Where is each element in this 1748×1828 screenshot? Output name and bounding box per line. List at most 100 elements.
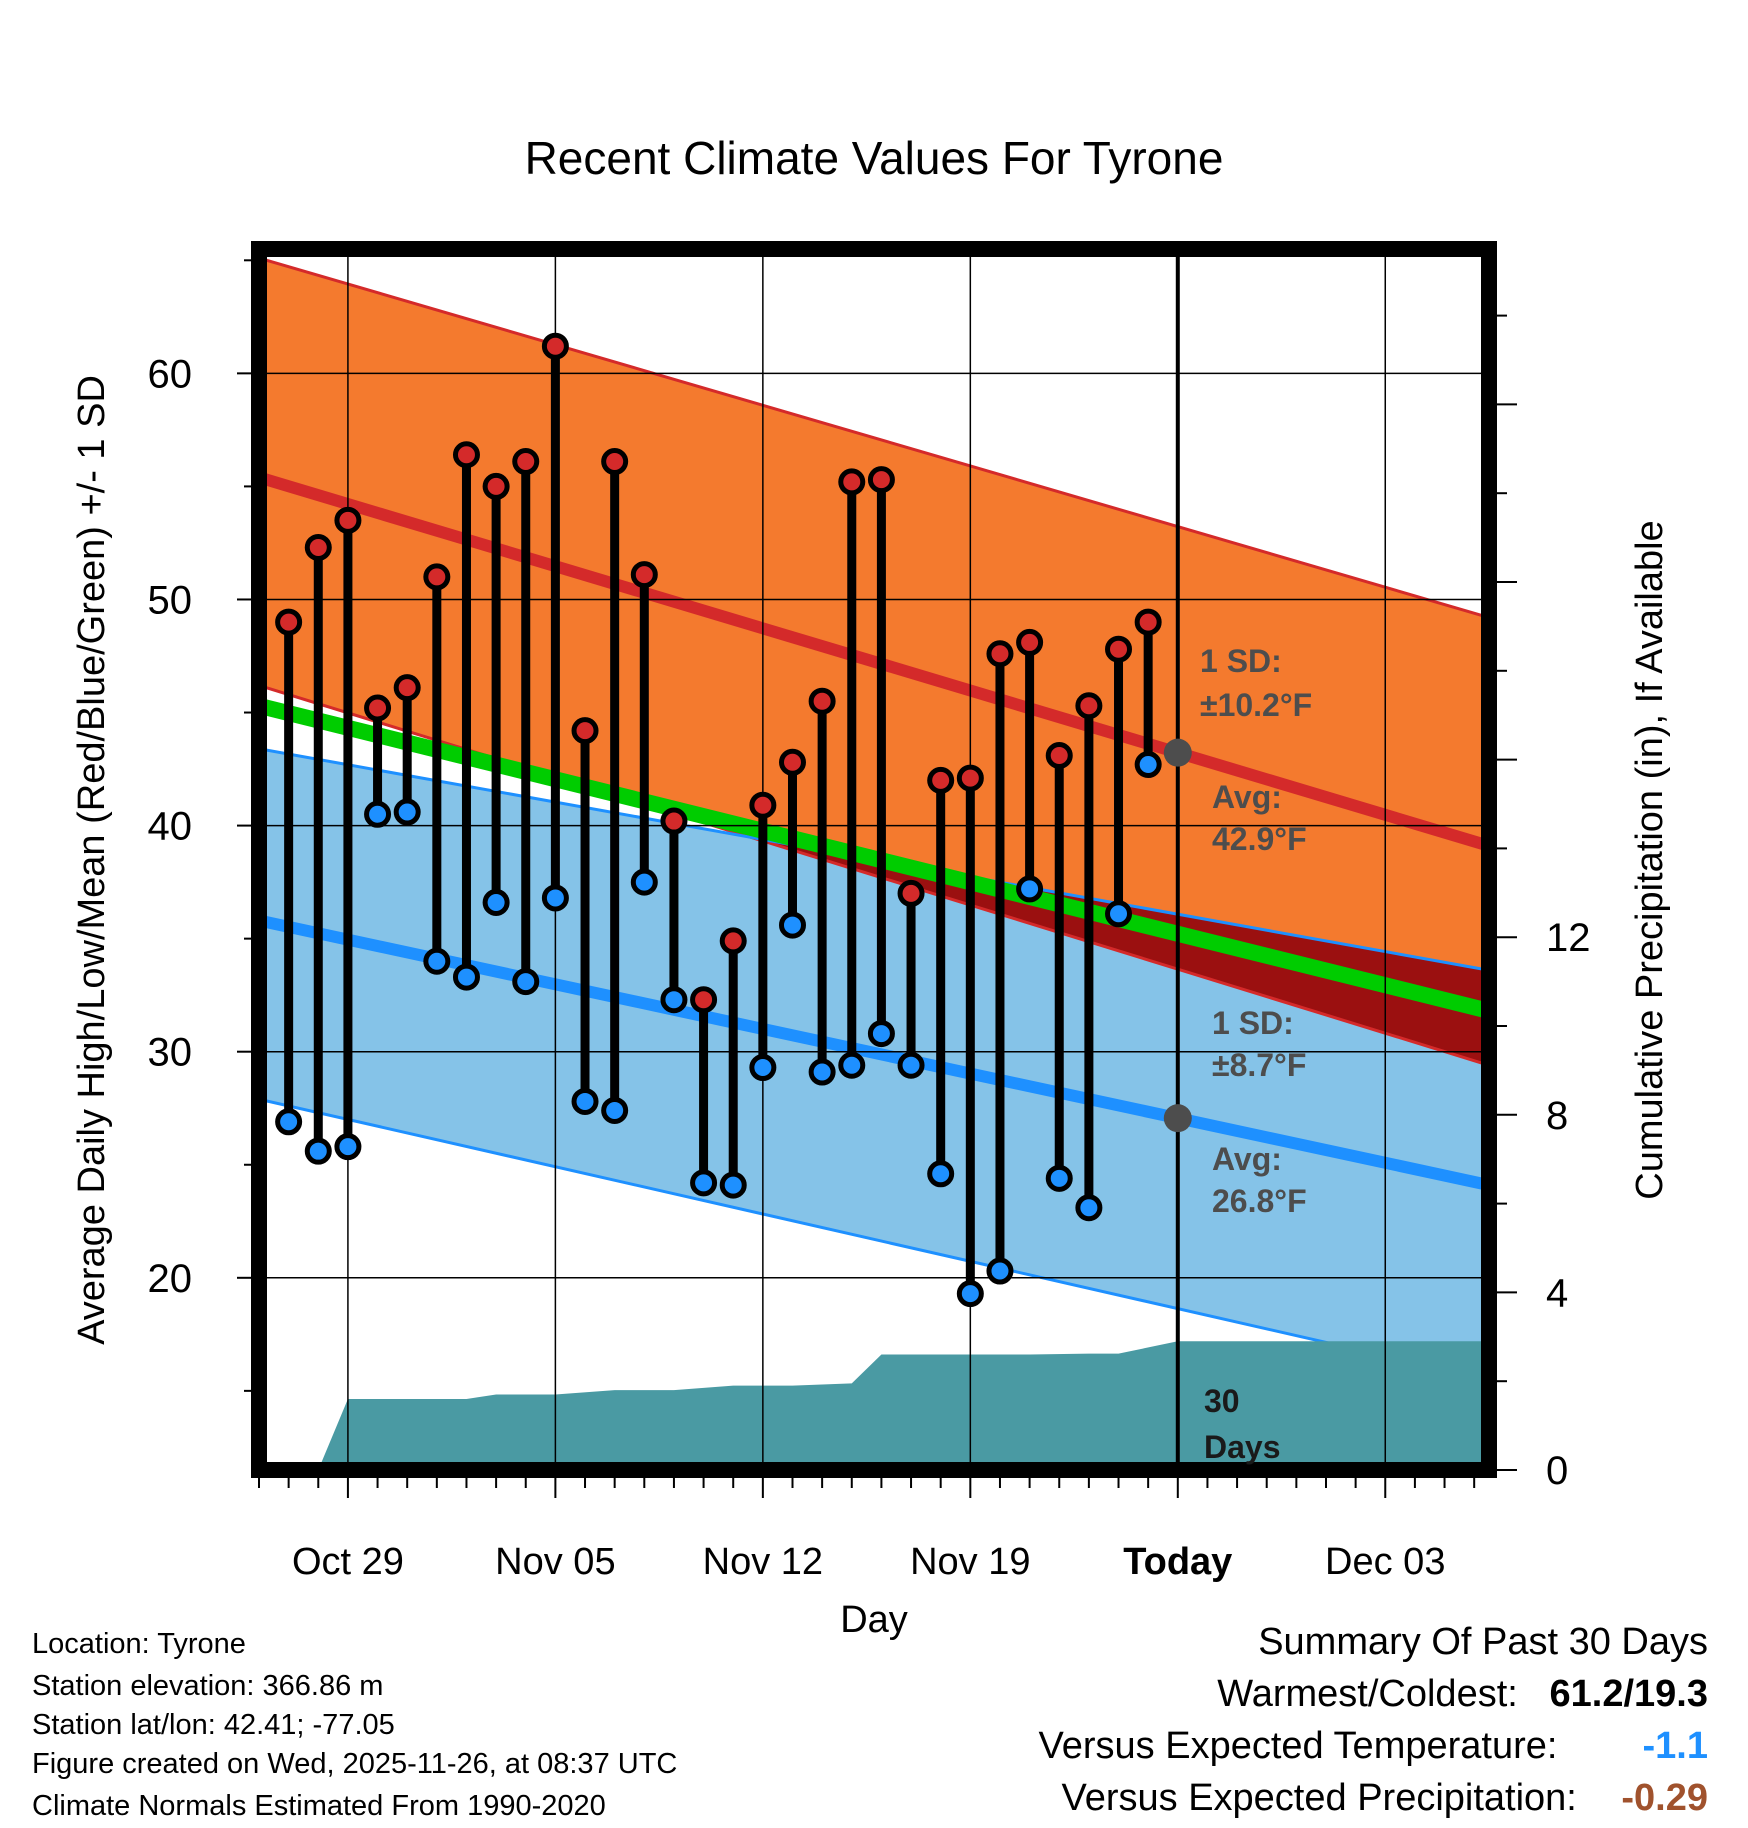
low-point bbox=[690, 1169, 718, 1197]
low-point bbox=[512, 968, 540, 996]
high-point bbox=[482, 472, 510, 500]
today-low-avg-marker bbox=[1163, 1104, 1192, 1133]
low-point bbox=[541, 884, 569, 912]
low-point bbox=[452, 963, 480, 991]
low-point bbox=[334, 1133, 362, 1161]
y-axis-title: Average Daily High/Low/Mean (Red/Blue/Gr… bbox=[71, 375, 113, 1345]
high-point bbox=[512, 448, 540, 476]
low-point bbox=[867, 1020, 895, 1048]
low-point bbox=[482, 888, 510, 916]
high-point bbox=[927, 766, 955, 794]
high-sd-value: ±10.2°F bbox=[1200, 687, 1312, 723]
high-point bbox=[867, 466, 895, 494]
low-sd-value: ±8.7°F bbox=[1212, 1047, 1306, 1083]
high-point bbox=[719, 927, 747, 955]
high-point bbox=[275, 608, 303, 636]
low-point bbox=[601, 1096, 629, 1124]
summary-warm-cold: Warmest/Coldest: 61.2/19.3 bbox=[1217, 1675, 1708, 1713]
x-tick-label: Oct 29 bbox=[292, 1541, 404, 1583]
low-point bbox=[423, 947, 451, 975]
x-tick-label: Nov 19 bbox=[910, 1541, 1030, 1583]
low-point bbox=[364, 800, 392, 828]
high-point bbox=[334, 506, 362, 534]
high-point bbox=[749, 791, 777, 819]
low-point bbox=[778, 911, 806, 939]
low-point bbox=[304, 1137, 332, 1165]
high-point bbox=[1016, 628, 1044, 656]
x-tick-label: Nov 05 bbox=[495, 1541, 615, 1583]
x-tick-label: Dec 03 bbox=[1325, 1541, 1445, 1583]
low-point bbox=[956, 1280, 984, 1308]
precipitation-area bbox=[259, 1341, 1489, 1470]
low-point bbox=[660, 986, 688, 1014]
warm-cold-value: 61.2/19.3 bbox=[1549, 1673, 1708, 1715]
y-tick-label: 30 bbox=[148, 1031, 193, 1075]
low-point bbox=[1134, 751, 1162, 779]
warm-cold-label: Warmest/Coldest: bbox=[1217, 1673, 1518, 1715]
today-high-avg-marker bbox=[1163, 738, 1192, 767]
low-lower-line bbox=[259, 1097, 1489, 1382]
high-point bbox=[838, 468, 866, 496]
low-point bbox=[927, 1160, 955, 1188]
high-point bbox=[452, 441, 480, 469]
latlon-text: Station lat/lon: 42.41; -77.05 bbox=[32, 1709, 395, 1741]
summary-precip: Versus Expected Precipitation: -0.29 bbox=[1061, 1779, 1708, 1817]
high-point bbox=[571, 717, 599, 745]
axes: 20 30 40 50 60 0 4 8 12 Oct 29 Nov 05 Nov 12 Nov 19 T… bbox=[148, 241, 1591, 1583]
low-point bbox=[275, 1108, 303, 1136]
precip-label: Versus Expected Precipitation: bbox=[1061, 1777, 1577, 1819]
low-point bbox=[838, 1051, 866, 1079]
high-point bbox=[1134, 608, 1162, 636]
low-point bbox=[1045, 1164, 1073, 1192]
low-point bbox=[749, 1054, 777, 1082]
low-point bbox=[630, 868, 658, 896]
high-point bbox=[393, 674, 421, 702]
low-avg-value: 26.8°F bbox=[1212, 1183, 1307, 1219]
high-point bbox=[690, 986, 718, 1014]
chart-title: Recent Climate Values For Tyrone bbox=[525, 132, 1224, 184]
normals-period-text: Climate Normals Estimated From 1990-2020 bbox=[32, 1790, 606, 1822]
high-sd-label: 1 SD: bbox=[1200, 643, 1282, 679]
y2-axis-title: Cumulative Precipitation (in), If Availa… bbox=[1629, 520, 1671, 1199]
low-sd-band bbox=[259, 748, 1489, 1380]
low-sd-label: 1 SD: bbox=[1212, 1005, 1294, 1041]
low-point bbox=[1105, 900, 1133, 928]
low-point bbox=[986, 1257, 1014, 1285]
high-point bbox=[660, 807, 688, 835]
low-point bbox=[393, 798, 421, 826]
elevation-text: Station elevation: 366.86 m bbox=[32, 1670, 384, 1702]
x-tick-label: Today bbox=[1123, 1541, 1232, 1583]
high-point bbox=[897, 879, 925, 907]
high-avg-label: Avg: bbox=[1212, 779, 1282, 815]
location-text: Location: Tyrone bbox=[32, 1628, 246, 1660]
plot-frame bbox=[251, 241, 1497, 1478]
high-point bbox=[364, 694, 392, 722]
low-avg-label: Avg: bbox=[1212, 1141, 1282, 1177]
y-tick-label: 40 bbox=[148, 805, 193, 849]
high-point bbox=[304, 533, 332, 561]
low-point bbox=[808, 1058, 836, 1086]
y2-tick-label: 8 bbox=[1546, 1094, 1568, 1138]
low-point bbox=[571, 1087, 599, 1115]
data-marks bbox=[275, 249, 1192, 1470]
y-tick-label: 20 bbox=[148, 1257, 193, 1301]
low-point bbox=[1075, 1194, 1103, 1222]
low-point bbox=[897, 1051, 925, 1079]
high-point bbox=[601, 448, 629, 476]
period-unit: Days bbox=[1204, 1429, 1281, 1465]
created-text: Figure created on Wed, 2025-11-26, at 08… bbox=[32, 1748, 678, 1780]
precip-value: -0.29 bbox=[1621, 1777, 1708, 1819]
high-point bbox=[808, 687, 836, 715]
high-point bbox=[541, 332, 569, 360]
summary-temp: Versus Expected Temperature: -1.1 bbox=[1039, 1727, 1708, 1765]
high-point bbox=[778, 748, 806, 776]
temp-value: -1.1 bbox=[1642, 1725, 1708, 1767]
summary-title: Summary Of Past 30 Days bbox=[1258, 1621, 1708, 1663]
low-point bbox=[1016, 875, 1044, 903]
high-point bbox=[1075, 692, 1103, 720]
high-point bbox=[423, 563, 451, 591]
y-tick-label: 50 bbox=[148, 578, 193, 622]
high-avg-value: 42.9°F bbox=[1212, 821, 1307, 857]
y2-tick-label: 0 bbox=[1546, 1449, 1568, 1493]
